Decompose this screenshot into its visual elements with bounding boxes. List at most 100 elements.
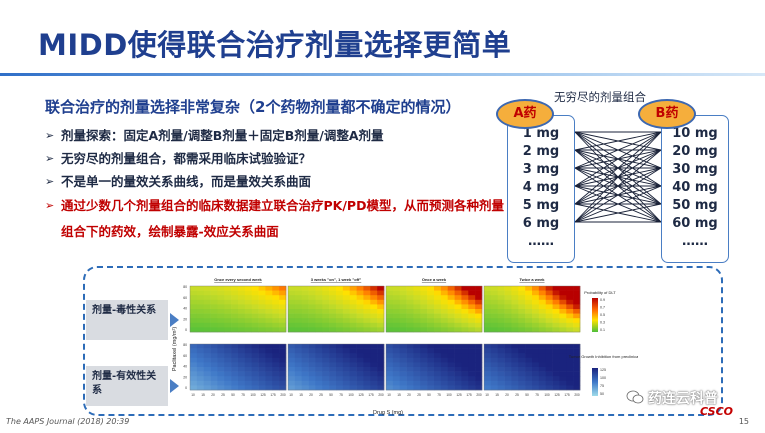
heatmap-cell: [315, 380, 323, 386]
heatmap-cell: [392, 376, 401, 382]
heatmap-cell: [196, 322, 205, 328]
heatmap-cell: [210, 385, 218, 391]
heatmap-cell: [525, 357, 533, 363]
heatmap-cell: [538, 362, 547, 368]
heatmap-cell: [386, 362, 394, 368]
heatmap-cell: [258, 371, 266, 377]
heatmap-cell: [440, 299, 449, 305]
heatmap-cell: [251, 304, 259, 310]
heatmap-cell: [434, 327, 442, 333]
heatmap-cell: [461, 322, 469, 328]
heatmap-cell: [538, 344, 547, 349]
heatmap-cell: [392, 299, 401, 305]
heatmap-cell: [279, 290, 287, 296]
heatmap-cell: [336, 286, 344, 291]
heatmap-cell: [308, 286, 316, 291]
heatmap-cell: [244, 313, 253, 319]
heatmap-cell: [377, 348, 385, 354]
heatmap-cell: [434, 313, 442, 319]
heatmap-cell: [217, 353, 225, 359]
heatmap-cell: [377, 376, 385, 382]
heatmap-cell: [329, 357, 337, 363]
heatmap-cell: [420, 353, 428, 359]
heatmap-cell: [386, 357, 394, 363]
heatmap-cell: [210, 327, 218, 333]
heatmap-cell: [279, 348, 287, 354]
heatmap-cell: [434, 362, 442, 368]
heatmap-cell: [461, 367, 469, 372]
heatmap-cell: [497, 313, 505, 319]
heatmap-cell: [301, 353, 309, 359]
heatmap-cell: [399, 318, 407, 324]
heatmap-cell: [434, 322, 442, 328]
heatmap-cell: [406, 313, 414, 319]
heatmap-cell: [336, 299, 344, 305]
heatmap-cell: [342, 327, 351, 333]
heatmap-cell: [258, 318, 266, 324]
heatmap-cell: [279, 295, 287, 301]
heatmap-cell: [461, 385, 469, 391]
slide-title: MIDD使得联合治疗剂量选择更简单: [38, 28, 512, 62]
heatmap-cell: [420, 380, 428, 386]
heatmap-cell: [434, 299, 442, 305]
heatmap-cell: [497, 385, 505, 391]
heatmap-cell: [434, 371, 442, 377]
heatmap-cell: [538, 371, 547, 377]
heatmap-cell: [279, 313, 287, 319]
heatmap-cell: [265, 348, 273, 354]
heatmap-cell: [272, 327, 280, 333]
heatmap-cell: [475, 376, 483, 382]
heatmap-cell: [399, 290, 407, 296]
heatmap-cell: [308, 344, 316, 349]
heatmap-cell: [573, 322, 581, 328]
y-tick-label: 0: [185, 386, 187, 390]
x-tick-label: 200: [378, 393, 384, 397]
heatmap-cell: [231, 367, 239, 372]
heatmap-cell: [490, 309, 499, 314]
heatmap-cell: [238, 376, 246, 382]
heatmap-cell: [552, 380, 560, 386]
heatmap-cell: [454, 353, 462, 359]
heatmap-cell: [538, 385, 547, 391]
title-divider: [0, 73, 765, 76]
heatmap-cell: [497, 299, 505, 305]
heatmap-cell: [217, 357, 225, 363]
heatmap-cell: [545, 286, 553, 291]
heatmap-cell: [559, 367, 567, 372]
heatmap-cell: [468, 344, 476, 349]
heatmap-cell: [196, 348, 205, 354]
heatmap-cell: [196, 380, 205, 386]
heatmap-cell: [447, 362, 455, 368]
heatmap-cell: [349, 348, 357, 354]
x-tick-label: 200: [280, 393, 286, 397]
heatmap-cell: [484, 327, 492, 333]
heatmap-cell: [440, 348, 449, 354]
heatmap-cell: [288, 348, 296, 354]
x-tick-label: 100: [544, 393, 550, 397]
heatmap-cell: [349, 286, 357, 291]
legend-dlt-colorbar: [592, 298, 598, 332]
x-tick-label: 20: [407, 393, 411, 397]
heatmap-cell: [475, 348, 483, 354]
heatmap-cell: [461, 357, 469, 363]
heatmap-cell: [461, 290, 469, 296]
heatmap-cell: [434, 348, 442, 354]
heatmap-cell: [308, 322, 316, 328]
heatmap-cell: [461, 295, 469, 301]
heatmap-cell: [370, 309, 378, 314]
heatmap-cell: [406, 327, 414, 333]
heatmap-cell: [484, 380, 492, 386]
heatmap-cell: [497, 304, 505, 310]
heatmap-cell: [420, 327, 428, 333]
heatmap-cell: [427, 299, 435, 305]
heatmap-cell: [196, 290, 205, 296]
heatmap-cell: [532, 348, 540, 354]
y-tick-label: 0: [185, 328, 187, 332]
heatmap-cell: [203, 353, 211, 359]
heatmap-cell: [315, 353, 323, 359]
heatmap-cell: [511, 318, 519, 324]
heatmap-cell: [224, 385, 232, 391]
heatmap-cell: [406, 290, 414, 296]
heatmap-cell: [545, 327, 553, 333]
heatmap-cell: [420, 357, 428, 363]
